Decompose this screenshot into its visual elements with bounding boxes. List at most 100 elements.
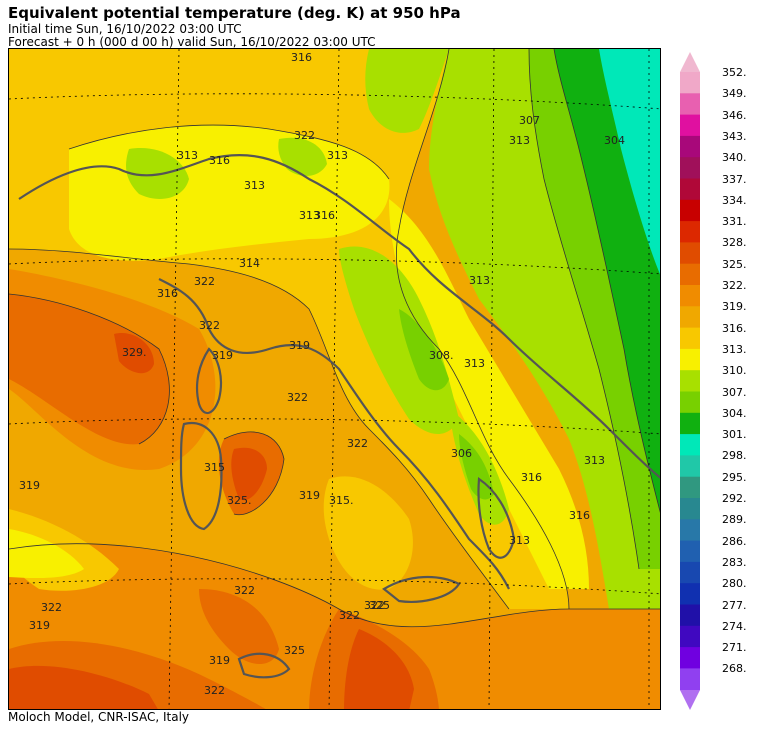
colorbar-tick-label: 340. bbox=[722, 151, 747, 165]
colorbar-tick-label: 316. bbox=[722, 321, 747, 335]
contour-label: 306 bbox=[451, 447, 472, 460]
contour-label: 322 bbox=[199, 319, 220, 332]
contour-label: 315. bbox=[329, 494, 354, 507]
contour-label: 316 bbox=[209, 154, 230, 167]
contour-label: 307 bbox=[519, 114, 540, 127]
contour-label: 313 bbox=[327, 149, 348, 162]
colorbar-tick-label: 319. bbox=[722, 300, 747, 314]
colorbar-swatch bbox=[680, 263, 700, 286]
contour-label: 313 bbox=[509, 534, 530, 547]
colorbar-tick-label: 349. bbox=[722, 87, 747, 101]
field-325-west bbox=[9, 294, 170, 445]
chart-title: Equivalent potential temperature (deg. K… bbox=[8, 4, 461, 22]
colorbar-tick-label: 328. bbox=[722, 236, 747, 250]
contour-label: 319 bbox=[299, 489, 320, 502]
contour-label: 319 bbox=[289, 339, 310, 352]
colorbar-swatch bbox=[680, 285, 700, 307]
colorbar-tick-label: 286. bbox=[722, 534, 747, 548]
colorbar-swatch bbox=[680, 668, 700, 691]
contour-label: 319 bbox=[19, 479, 40, 492]
contour-label: 316 bbox=[521, 471, 542, 484]
contour-label: 316 bbox=[314, 209, 335, 222]
colorbar-tick-label: 277. bbox=[722, 598, 747, 612]
coastlines bbox=[18, 153, 660, 679]
field-307-apennine bbox=[399, 309, 449, 391]
field-328-south bbox=[344, 629, 414, 709]
contour-label: 304 bbox=[604, 134, 625, 147]
colorbar-tick-label: 346. bbox=[722, 108, 747, 122]
colorbar-swatch bbox=[680, 178, 700, 201]
colorbar-bottom-arrow bbox=[680, 690, 700, 710]
contour-label: 322 bbox=[347, 437, 368, 450]
contour-label: 329. bbox=[122, 346, 147, 359]
contour-label: 319 bbox=[209, 654, 230, 667]
colorbar-tick-label: 343. bbox=[722, 129, 747, 143]
colorbar-tick-label: 322. bbox=[722, 279, 747, 292]
contour-label: 322 bbox=[204, 684, 225, 697]
colorbar-swatch bbox=[680, 114, 700, 137]
contour-label: 316 bbox=[157, 287, 178, 300]
colorbar-tick-label: 310. bbox=[722, 364, 747, 378]
contour-label: 322 bbox=[194, 275, 215, 288]
colorbar-tick-label: 298. bbox=[722, 449, 747, 463]
weather-map: 316 316 313 313 313 316 316 314 322 322 329. 322 319… bbox=[8, 48, 661, 710]
colorbar-tick-label: 271. bbox=[722, 641, 747, 655]
contour-label: 316 bbox=[569, 509, 590, 522]
colorbar-swatch bbox=[680, 327, 700, 350]
contour-label: 313 bbox=[244, 179, 265, 192]
contour-label: 313 bbox=[584, 454, 605, 467]
colorbar-tick-label: 307. bbox=[722, 385, 747, 399]
colorbar-tick-label: 280. bbox=[722, 577, 747, 591]
colorbar-swatch bbox=[680, 412, 700, 435]
colorbar-tick-label: 268. bbox=[722, 662, 747, 676]
colorbar-swatch bbox=[680, 221, 700, 243]
colorbar-swatch bbox=[680, 455, 700, 478]
contour-label: 325 bbox=[369, 599, 390, 612]
contour-label: 322 bbox=[364, 599, 385, 612]
colorbar-swatch bbox=[680, 647, 700, 669]
colorbar-tick-label: 313. bbox=[722, 342, 747, 356]
field-310-alps bbox=[365, 49, 449, 133]
colorbar-swatch bbox=[680, 157, 700, 179]
colorbar-tick-label: 292. bbox=[722, 492, 747, 505]
lat-lon-grid bbox=[9, 49, 660, 709]
colorbar-boxes bbox=[680, 72, 700, 691]
field-316-central bbox=[323, 476, 413, 590]
colorbar-swatch bbox=[680, 93, 700, 116]
contour-label: 322 bbox=[41, 601, 62, 614]
contour-label: 313 bbox=[464, 357, 485, 370]
colorbar-swatch bbox=[680, 625, 700, 648]
contour-label: 316 bbox=[291, 51, 312, 64]
isotherm-contours bbox=[9, 49, 660, 628]
colorbar-swatch bbox=[680, 583, 700, 605]
contour-label: 314 bbox=[239, 257, 260, 270]
contour-label: 315 bbox=[204, 461, 225, 474]
contour-label: 313 bbox=[469, 274, 490, 287]
contour-label: 319 bbox=[29, 619, 50, 632]
colorbar-tick-label: 274. bbox=[722, 619, 747, 633]
contour-label: 322 bbox=[339, 609, 360, 622]
colorbar-tick-label: 301. bbox=[722, 428, 747, 442]
colorbar-tick-label: 304. bbox=[722, 406, 747, 420]
contour-label: 322 bbox=[234, 584, 255, 597]
colorbar-tick-label: 325. bbox=[722, 257, 747, 271]
field-313-adriatic bbox=[389, 199, 589, 589]
contour-label: 325. bbox=[227, 494, 252, 507]
field-329-core bbox=[114, 333, 154, 374]
colorbar-top-arrow bbox=[680, 52, 700, 72]
colorbar-tick-label: 352. bbox=[722, 66, 747, 79]
colorbar-swatch bbox=[680, 370, 700, 392]
colorbar-swatch bbox=[680, 498, 700, 520]
field-301 bbox=[599, 49, 660, 275]
colorbar-tick-label: 331. bbox=[722, 215, 747, 229]
forecast-valid-label: Forecast + 0 h (000 d 00 h) valid Sun, 1… bbox=[8, 35, 376, 49]
contour-label: 313 bbox=[509, 134, 530, 147]
colorbar-tick-label: 295. bbox=[722, 470, 747, 484]
contour-label: 313 bbox=[299, 209, 320, 222]
colorbar-tick-label: 334. bbox=[722, 193, 747, 207]
colorbar-swatch bbox=[680, 391, 700, 414]
colorbar-swatch bbox=[680, 476, 700, 499]
